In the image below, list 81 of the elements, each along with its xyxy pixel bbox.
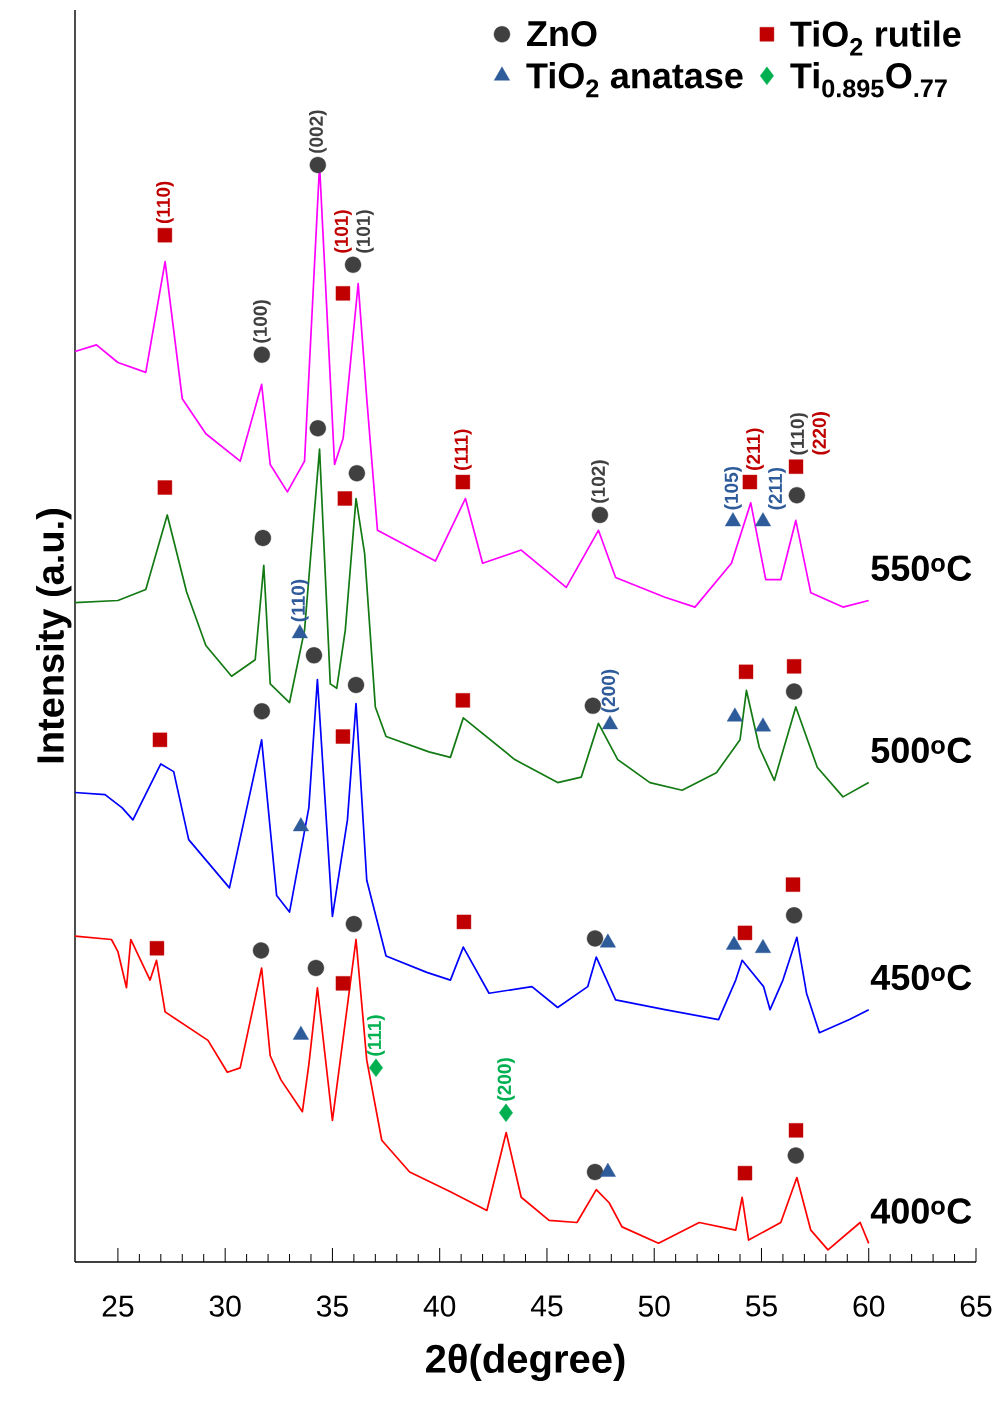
annotation: (111) [454, 429, 472, 470]
x-tick-label: 55 [746, 1295, 777, 1317]
annotation: (110) [290, 579, 309, 622]
series-label: 400$^{o}$C [870, 1198, 972, 1224]
point [602, 715, 619, 730]
point [149, 941, 165, 956]
point [455, 474, 471, 490]
point [307, 959, 325, 977]
point [345, 915, 363, 933]
point [157, 480, 173, 495]
annotation: (220) [812, 412, 830, 455]
series-label: 500$^{o}$C [871, 737, 972, 764]
point [737, 925, 753, 941]
annotation: (110) [790, 413, 808, 455]
point [348, 465, 366, 482]
point [347, 676, 365, 694]
point [305, 647, 323, 664]
legend-label: Ti$_{0.895}$O$_{.77}$ [790, 62, 947, 98]
annotation: (105) [724, 466, 742, 510]
point [754, 512, 771, 527]
point [309, 156, 327, 174]
legend-label: ZnO [527, 20, 597, 47]
point [252, 942, 270, 959]
point [788, 487, 806, 504]
point [253, 703, 271, 720]
point [785, 907, 803, 924]
legend-label: TiO$_{2}$ anatase [526, 62, 743, 98]
point [787, 1147, 804, 1164]
point [742, 474, 758, 490]
annotation: (102) [591, 460, 609, 503]
x-tick-label: 60 [853, 1295, 885, 1317]
x-tick-label: 50 [638, 1295, 670, 1317]
point [335, 286, 351, 301]
x-tick-label: 30 [209, 1295, 241, 1317]
point [785, 877, 801, 892]
annotation: (200) [601, 669, 619, 713]
point [788, 1123, 804, 1138]
x-tick-label: 35 [316, 1295, 348, 1317]
point [586, 930, 604, 947]
annotation: (100) [252, 300, 271, 343]
point [309, 420, 327, 437]
point [591, 506, 609, 524]
point [253, 346, 271, 363]
annotation: (211) [768, 467, 786, 510]
point [737, 1165, 753, 1181]
point [584, 697, 602, 715]
point [369, 1058, 383, 1078]
x-tick-label: 65 [960, 1295, 992, 1317]
point [157, 228, 173, 243]
series-label: 550$^{o}$C [871, 555, 972, 581]
point [724, 512, 741, 527]
point [344, 256, 362, 274]
point [335, 976, 351, 991]
x-axis-title: 2θ(degree) [426, 1343, 625, 1382]
x-tick-label: 40 [423, 1295, 456, 1317]
point [456, 914, 472, 930]
x-tick-label: 25 [102, 1295, 134, 1317]
annotation: (111) [367, 1015, 385, 1056]
point [586, 1163, 604, 1181]
point [335, 729, 351, 744]
point [788, 459, 804, 474]
x-tick-label: 45 [530, 1295, 563, 1317]
annotation: (211) [746, 428, 764, 470]
point [455, 693, 471, 708]
point [292, 817, 309, 832]
annotation: (110) [156, 181, 174, 224]
annotation: (101) [356, 210, 374, 253]
y-axis-title: Intensity (a.u.) [36, 509, 72, 763]
point [254, 529, 272, 547]
annotation: (002) [308, 110, 327, 153]
point [337, 491, 353, 506]
point [291, 624, 308, 639]
series-label: 450$^{o}$C [870, 964, 972, 991]
point [152, 732, 168, 748]
point [499, 1103, 513, 1122]
annotation: (101) [334, 210, 352, 253]
point [785, 683, 803, 700]
point [738, 664, 754, 680]
annotation: (200) [497, 1058, 515, 1101]
point [786, 659, 802, 674]
legend-label: TiO$_{2}$ rutile [790, 20, 961, 56]
